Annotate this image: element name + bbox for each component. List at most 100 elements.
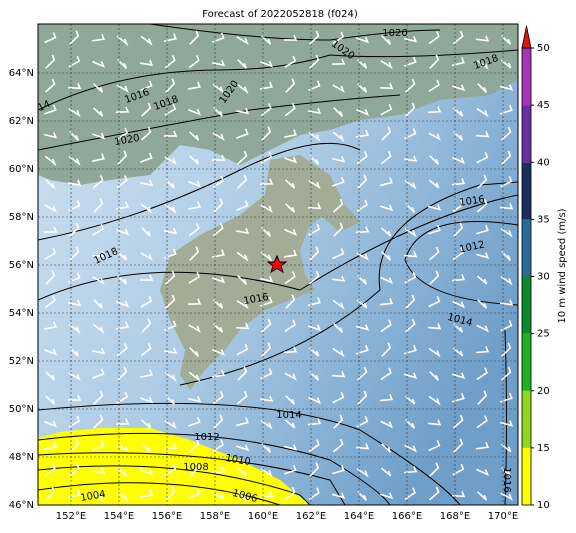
wind-barb	[91, 250, 106, 257]
wind-barb	[69, 347, 79, 357]
wind-barb	[237, 174, 248, 189]
colorbar-tick-label: 45	[537, 100, 550, 111]
wind-barb	[453, 438, 464, 453]
wind-barb	[139, 59, 154, 66]
wind-barb	[93, 390, 104, 405]
wind-barb	[356, 199, 369, 212]
isobar	[38, 194, 518, 301]
wind-barb	[307, 418, 322, 426]
wind-barb	[453, 323, 464, 333]
wind-barb	[404, 487, 416, 500]
wind-barb	[259, 276, 274, 283]
wind-barb	[284, 55, 297, 68]
wind-barb	[380, 227, 392, 237]
wind-barb	[380, 367, 392, 381]
wind-barb	[189, 155, 200, 165]
wind-barb	[333, 414, 344, 429]
wind-barb	[93, 198, 104, 213]
wind-barb	[451, 274, 466, 282]
wind-barb	[501, 467, 511, 477]
wind-barb	[236, 444, 250, 452]
wind-barb	[260, 419, 273, 430]
wind-barb	[476, 252, 490, 259]
wind-barb	[451, 178, 466, 186]
wind-barb	[427, 323, 442, 330]
wind-barb	[501, 150, 512, 165]
contour-label: 1012	[194, 432, 219, 443]
wind-barb	[45, 395, 56, 405]
wind-barb	[165, 179, 175, 189]
wind-barb	[404, 372, 418, 379]
wind-barb	[331, 58, 346, 65]
wind-barb	[116, 84, 129, 93]
wind-barb	[189, 131, 200, 141]
wind-barb	[357, 83, 368, 93]
wind-barb	[499, 84, 514, 91]
wind-barb	[44, 78, 56, 93]
wind-barb	[476, 59, 489, 70]
wind-barb	[212, 391, 224, 405]
colorbar-segment	[522, 390, 531, 448]
wind-barb	[259, 81, 274, 90]
wind-barb	[452, 414, 464, 429]
wind-barb	[69, 438, 80, 453]
wind-barb	[68, 272, 81, 283]
wind-barb	[427, 106, 442, 114]
wind-barb	[163, 347, 178, 355]
contour-label: 1016	[501, 467, 512, 492]
wind-barb	[308, 223, 321, 236]
wind-barb	[475, 35, 490, 42]
wind-barb	[163, 33, 177, 43]
wind-barb	[405, 294, 416, 309]
wind-barb	[67, 394, 82, 401]
axes: 46°N 48°N 50°N 52°N 54°N 56°N 58°N 60°N 62°N 64°N…	[9, 68, 518, 522]
wind-barb	[501, 342, 512, 357]
wind-barb	[309, 30, 320, 45]
wind-barb	[260, 204, 273, 213]
wind-barb	[332, 465, 345, 475]
wind-barb	[189, 30, 200, 45]
wind-barb	[188, 371, 201, 383]
wind-barb	[452, 84, 466, 92]
wind-barb	[213, 323, 224, 333]
wind-barb	[213, 299, 224, 309]
colorbar-segment	[522, 276, 531, 334]
wind-barb	[43, 132, 58, 139]
wind-barb	[309, 155, 319, 165]
wind-barb	[45, 270, 56, 285]
wind-barb	[93, 83, 104, 93]
wind-barb	[380, 60, 393, 70]
wind-barb	[117, 150, 128, 165]
wind-barb	[212, 32, 225, 43]
wind-barb	[69, 30, 80, 45]
wind-barb	[283, 249, 298, 258]
wind-barb	[308, 131, 321, 142]
wind-barb	[380, 103, 393, 116]
wind-barb	[165, 486, 176, 501]
wind-barb	[429, 270, 440, 285]
wind-barb	[475, 441, 490, 450]
wind-barb	[92, 174, 104, 189]
wind-barb	[67, 179, 82, 186]
wind-barb	[308, 487, 320, 501]
wind-barb	[235, 227, 250, 235]
wind-barb	[93, 107, 104, 117]
wind-barb	[355, 226, 370, 234]
wind-barb	[260, 468, 273, 478]
wind-barb	[332, 299, 345, 310]
wind-barb	[501, 35, 511, 45]
colorbar-tick-label: 15	[537, 443, 550, 454]
wind-barb	[284, 271, 296, 285]
colorbar-segment	[522, 447, 531, 505]
wind-barb	[428, 79, 441, 92]
colorbar-segment	[522, 48, 531, 106]
lon-label: 156°E	[152, 511, 182, 522]
wind-barb	[67, 299, 82, 307]
wind-barb	[500, 443, 512, 453]
lat-label: 58°N	[9, 212, 34, 223]
wind-barb	[333, 323, 343, 333]
wind-barb	[93, 414, 104, 429]
wind-barb	[91, 467, 106, 475]
colorbar-tick-label: 40	[537, 157, 550, 168]
wind-barb	[68, 108, 81, 118]
